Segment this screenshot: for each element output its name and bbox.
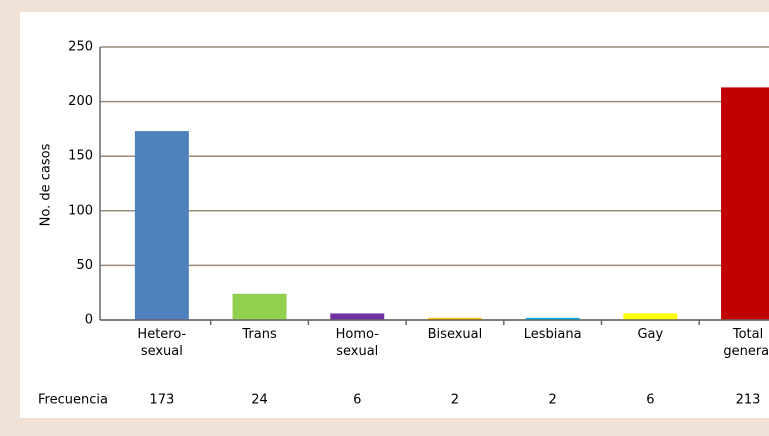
table-row-label: Frecuencia — [38, 393, 108, 408]
bar — [525, 317, 580, 320]
x-tick-label: Total general — [723, 327, 769, 359]
x-tick-label: Gay — [637, 327, 663, 342]
table-value: 24 — [251, 393, 268, 408]
x-tick-label-line: Lesbiana — [524, 327, 582, 342]
bar — [427, 317, 482, 320]
x-tick-label: Hetero-sexual — [137, 327, 186, 359]
x-tick-label-line: Gay — [637, 327, 663, 342]
bar — [330, 313, 385, 320]
table-value: 173 — [149, 393, 174, 408]
y-tick-label: 50 — [76, 258, 93, 273]
x-tick-label: Lesbiana — [524, 327, 582, 342]
table-value: 2 — [549, 393, 557, 408]
x-tick-label: Bisexual — [428, 327, 483, 342]
table-value: 2 — [451, 393, 459, 408]
bar — [232, 293, 287, 320]
x-tick-label-line: sexual — [336, 344, 378, 359]
table-value: 6 — [646, 393, 654, 408]
panel — [20, 12, 769, 418]
y-tick-label: 200 — [68, 94, 93, 109]
x-tick-label-line: general — [723, 344, 769, 359]
y-tick-label: 100 — [68, 203, 93, 218]
x-tick-label-line: Total — [732, 327, 763, 342]
x-tick-label-line: Hetero- — [137, 327, 186, 342]
bar — [134, 131, 189, 320]
x-tick-label: Homo-sexual — [336, 327, 380, 359]
y-axis-label: No. de casos — [39, 143, 54, 226]
x-tick-label-line: sexual — [141, 344, 183, 359]
bar — [623, 313, 678, 320]
x-tick-label-line: Trans — [241, 327, 277, 342]
table-value: 6 — [353, 393, 361, 408]
y-tick-label: 0 — [85, 313, 93, 328]
y-tick-label: 250 — [68, 40, 93, 55]
bar — [721, 87, 769, 321]
x-tick-label: Trans — [241, 327, 277, 342]
x-tick-label-line: Homo- — [336, 327, 380, 342]
table-value: 213 — [736, 393, 761, 408]
x-tick-label-line: Bisexual — [428, 327, 483, 342]
y-tick-label: 150 — [68, 149, 93, 164]
